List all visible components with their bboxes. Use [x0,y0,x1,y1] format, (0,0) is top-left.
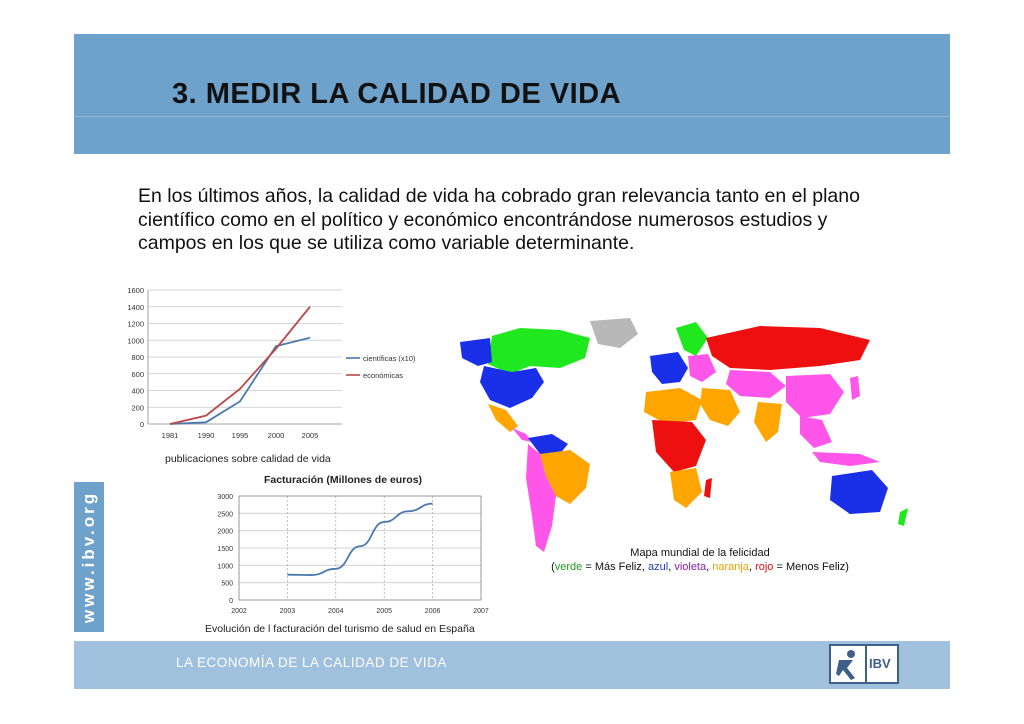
map-japan [850,376,860,400]
header-bar [74,34,950,154]
x-tick-label: 1990 [198,431,215,440]
ibv-logo-text: IBV [869,656,891,671]
y-tick-label: 500 [221,581,233,588]
legend-least-happy-text: = Menos Feliz) [773,561,849,573]
slide-title: 3. MEDIR LA CALIDAD DE VIDA [172,78,622,110]
header-divider [74,116,950,117]
map-middle-east [700,388,740,426]
x-tick-label: 1995 [232,431,249,440]
y-tick-label: 2500 [217,511,233,518]
map-russia [706,326,870,370]
map-australia [830,470,888,514]
map-andes [526,444,556,552]
map-south-america-north [528,434,568,456]
footer-bar [74,641,950,689]
map-brazil [540,450,590,504]
map-central-asia [726,370,786,398]
map-usa [480,366,544,408]
x-tick-label: 2006 [425,608,441,615]
side-brand: www.ibv.org [74,482,104,632]
legend-label: económicas [363,371,403,380]
website-url[interactable]: www.ibv.org [79,490,98,624]
map-caption: Mapa mundial de la felicidad (verde = Má… [500,546,900,574]
y-tick-label: 1200 [127,320,144,329]
x-tick-label: 2003 [280,608,296,615]
publications-chart: 0 200 400 600 800 1000 1200 1400 1600 1981 1990 199… [127,286,416,465]
y-tick-label: 2000 [217,529,233,536]
x-tick-label: 2005 [376,608,392,615]
chart-title: Facturación (Millones de euros) [264,474,422,486]
legend-sep-3: , [748,561,756,573]
x-axis-label: publicaciones sobre calidad de vida [165,453,331,465]
x-tick-label: 2000 [268,431,285,440]
map-mexico [488,404,518,432]
x-axis-label: Evolución de l facturación del turismo d… [205,623,475,635]
x-tick-label: 1981 [162,431,179,440]
map-canada [488,328,590,374]
map-eastern-europe [688,354,716,382]
map-southern-africa [670,468,702,508]
series-line [169,336,311,425]
footer-text: LA ECONOMÍA DE LA CALIDAD DE VIDA [176,655,447,670]
y-tick-label: 1500 [217,546,233,553]
map-alaska [460,338,492,366]
map-indonesia [812,452,880,466]
map-greenland [590,318,638,348]
ibv-logo: IBV [829,644,899,684]
y-tick-label: 400 [131,387,144,396]
y-tick-label: 1000 [217,563,233,570]
map-new-zealand [898,508,908,526]
y-tick-label: 0 [140,420,144,429]
x-tick-label: 2007 [473,608,489,615]
series-line [287,502,433,576]
y-tick-label: 0 [229,598,233,605]
y-tick-label: 600 [131,370,144,379]
ibv-figure-icon [831,646,867,682]
map-india [754,402,782,442]
map-scandinavia [676,322,708,356]
x-tick-label: 2004 [328,608,344,615]
world-happiness-map [460,318,908,552]
x-tick-label: 2002 [231,608,247,615]
map-southeast-asia [800,416,832,448]
map-madagascar [704,478,712,498]
legend-sep-1: , [668,561,675,573]
legend-open: ( [551,561,555,573]
legend-violet: violeta [674,561,707,573]
map-north-africa [644,388,702,424]
legend-sep-2: , [706,561,713,573]
intro-paragraph: En los últimos años, la calidad de vida … [138,185,860,254]
y-tick-label: 3000 [217,494,233,501]
y-tick-label: 1600 [127,286,144,295]
map-western-europe [650,352,688,384]
y-tick-label: 800 [131,353,144,362]
map-central-africa [652,420,706,472]
map-caption-title: Mapa mundial de la felicidad [630,547,770,559]
legend-blue: azul [648,561,669,573]
plot-frame [238,495,482,601]
series-line [169,306,311,425]
x-tick-label: 2005 [302,431,319,440]
y-tick-label: 1000 [127,336,144,345]
legend-orange: naranja [712,561,749,573]
legend-label: científicas (x10) [363,354,416,363]
legend-happiest-text: = Más Feliz, [582,561,648,573]
map-china [786,374,844,418]
y-tick-label: 200 [131,403,144,412]
map-legend: (verde = Más Feliz, azul, violeta, naran… [500,560,900,574]
y-tick-label: 1400 [127,303,144,312]
revenue-chart: Facturación (Millones de euros) 0 500 1000 1… [205,474,489,635]
map-central-america [512,428,532,442]
legend-red: rojo [755,561,774,573]
legend-green: verde [554,561,583,573]
